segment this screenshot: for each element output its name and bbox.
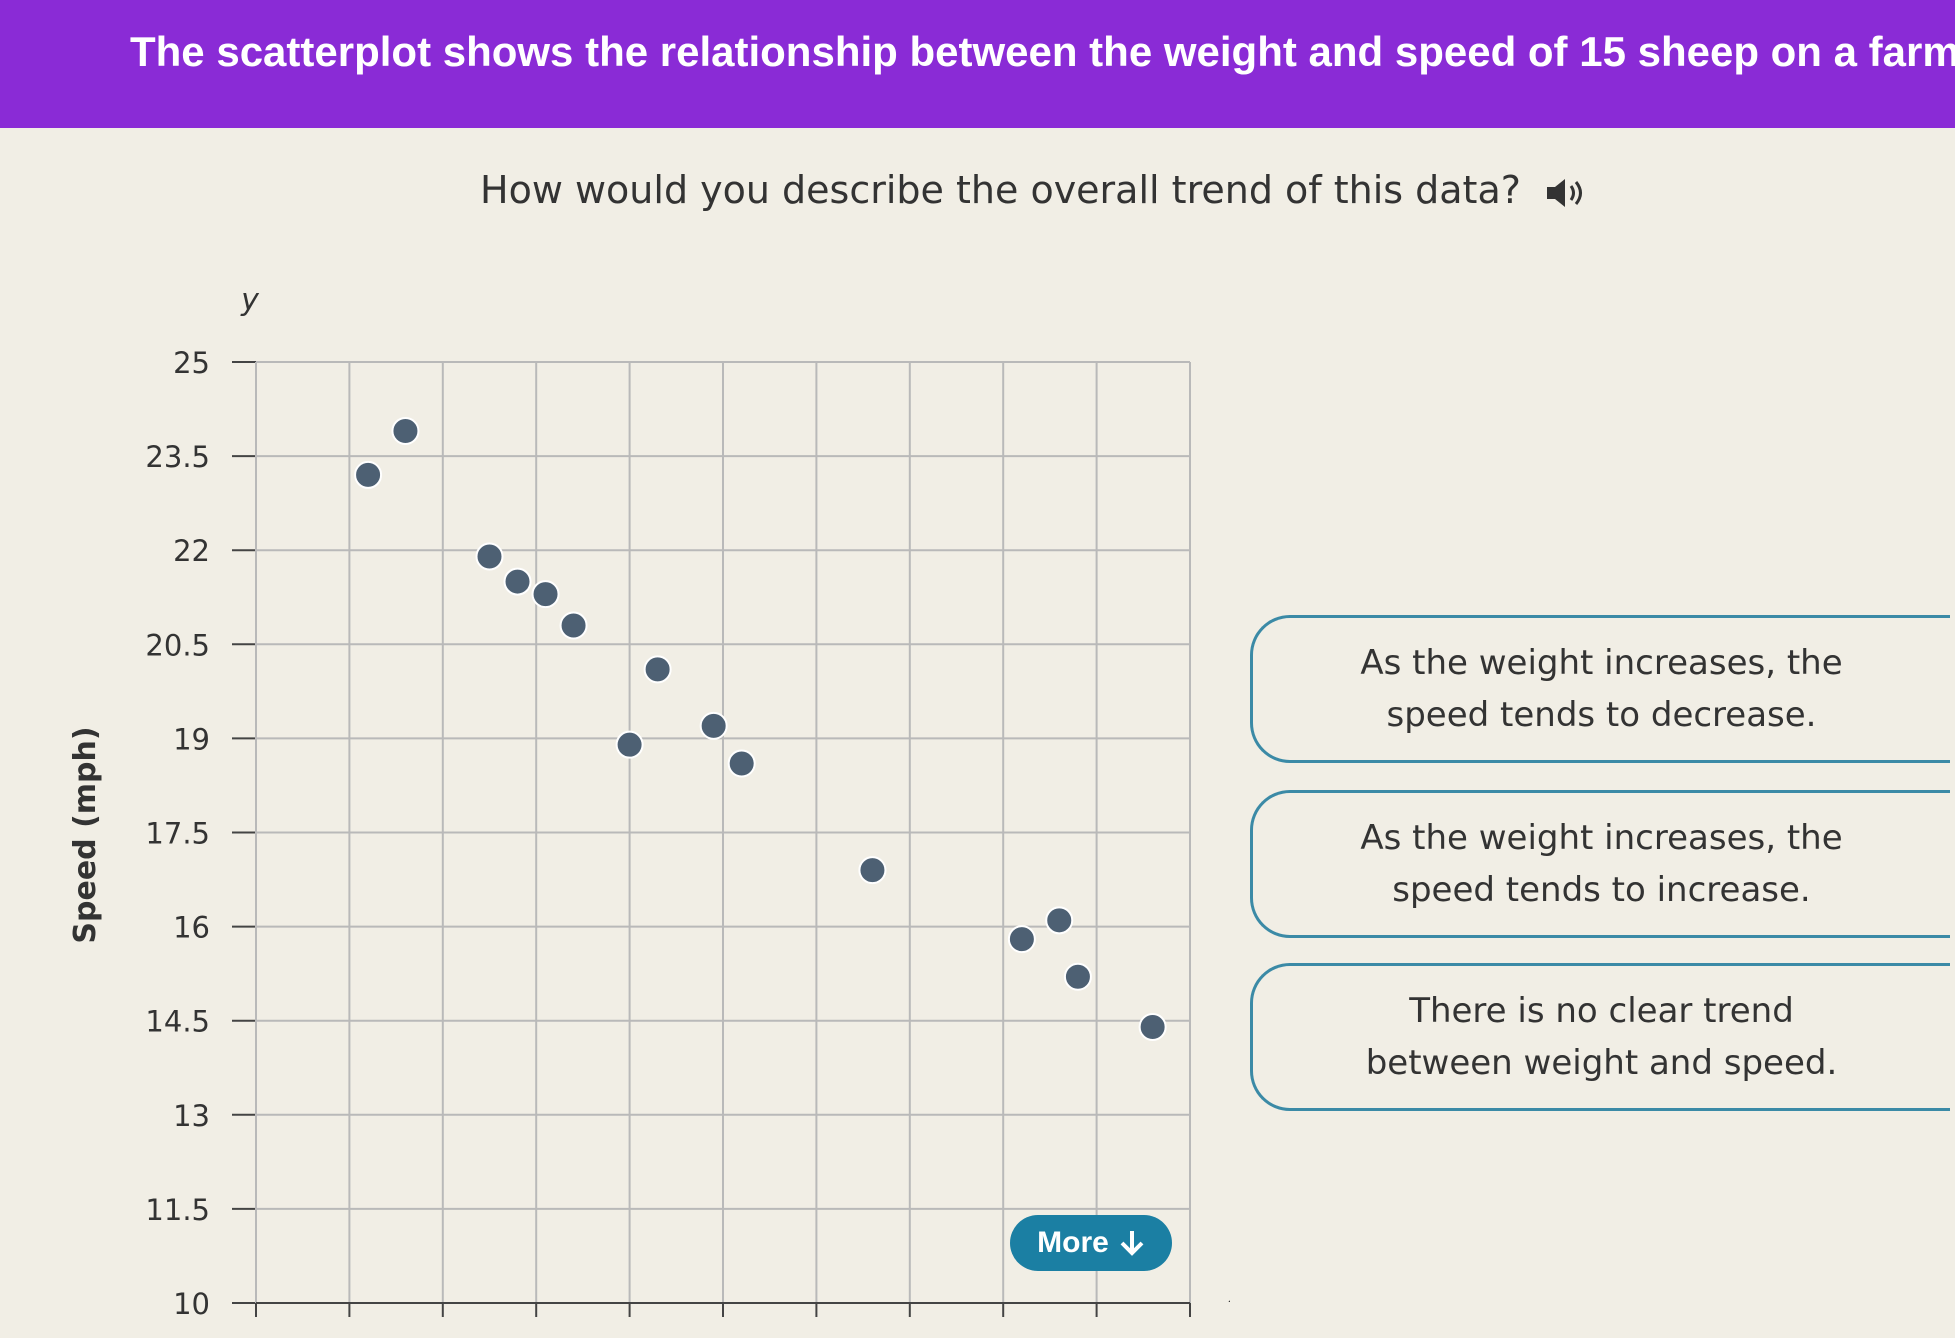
more-button[interactable]: More (1010, 1215, 1172, 1271)
y-tick-label: 20.5 (145, 628, 210, 662)
point (475, 542, 504, 571)
arrow-icon (1120, 1231, 1144, 1256)
point (354, 460, 383, 489)
y-axis-label: Speed (mph) (68, 726, 103, 943)
y-tick-label: 14.5 (145, 1005, 210, 1039)
point (858, 856, 887, 885)
y-tick-label: 13 (173, 1099, 210, 1133)
question: How would you describe the overall trend… (480, 168, 1587, 212)
point (391, 417, 420, 446)
more-label: More (1037, 1226, 1109, 1259)
y-tick-label: 19 (173, 722, 210, 756)
point (1063, 962, 1092, 991)
point (1138, 1012, 1167, 1041)
y-tick-label: 23.5 (145, 440, 210, 474)
point (503, 567, 532, 596)
y-tick-label: 17.5 (145, 817, 210, 851)
point (727, 749, 756, 778)
point (531, 580, 560, 609)
question-text: How would you describe the overall trend… (480, 168, 1521, 212)
y-tick-label: 16 (173, 911, 210, 945)
y-tick-label: 10 (173, 1287, 210, 1321)
option[interactable]: As the weight increases, the speed tends… (1250, 790, 1950, 938)
y-axis-letter: y (240, 283, 260, 318)
option[interactable]: As the weight increases, the speed tends… (1250, 615, 1950, 763)
point (699, 711, 728, 740)
point (559, 611, 588, 640)
point (615, 730, 644, 759)
y-tick-label: 22 (173, 534, 210, 568)
option[interactable]: There is no clear trend between weight a… (1250, 963, 1950, 1111)
chart: y x Speed (mph) 10 11.5 13 14.5 16 17.5 19 20.5… (68, 283, 1230, 1321)
y-tick-label: 25 (173, 346, 210, 380)
y-tick-label: 11.5 (145, 1193, 210, 1227)
point (1045, 906, 1074, 935)
header-title: The scatterplot shows the relationship b… (0, 0, 1955, 128)
speaker-icon[interactable] (1543, 176, 1587, 210)
point (1007, 925, 1036, 954)
point (643, 655, 672, 684)
x-axis-letter: x (1228, 1275, 1230, 1310)
